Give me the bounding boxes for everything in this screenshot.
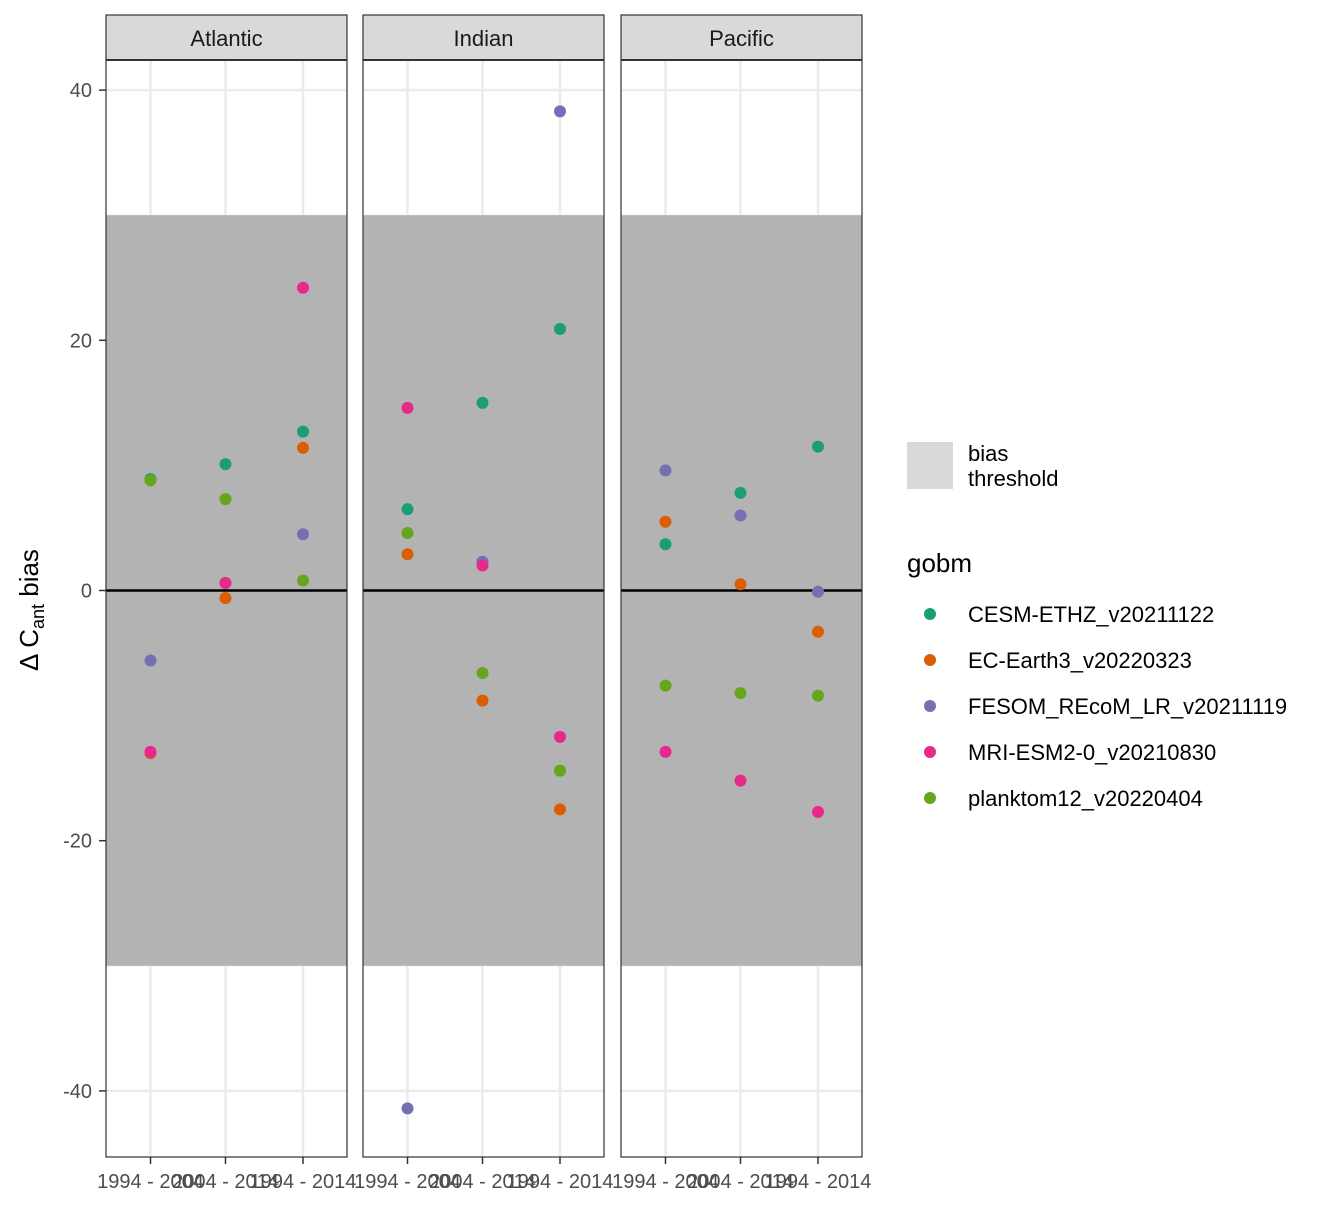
- data-point-mri-esm2-0-v20210830: [297, 281, 309, 294]
- data-point-fesom-recom-lr-v20211119: [659, 464, 672, 477]
- legend-label-bias-threshold-line2: threshold: [968, 466, 1059, 491]
- data-point-fesom-recom-lr-v20211119: [554, 105, 566, 118]
- data-point-cesm-ethz-v20211122: [401, 503, 414, 516]
- facet-strip-label: Indian: [454, 26, 514, 51]
- data-point-mri-esm2-0-v20210830: [476, 559, 489, 572]
- y-axis-title-suffix: bias: [14, 549, 44, 604]
- y-tick-label: 20: [70, 330, 92, 352]
- data-point-cesm-ethz-v20211122: [297, 425, 309, 438]
- data-point-ec-earth3-v20220323: [734, 578, 747, 591]
- facet-strip-label: Pacific: [709, 26, 774, 51]
- data-points: [144, 281, 309, 760]
- data-point-cesm-ethz-v20211122: [554, 323, 566, 336]
- data-point-ec-earth3-v20220323: [476, 694, 489, 707]
- data-point-cesm-ethz-v20211122: [734, 486, 747, 499]
- data-point-fesom-recom-lr-v20211119: [144, 654, 157, 667]
- data-point-planktom12-v20220404: [554, 764, 566, 777]
- y-tick-label: -40: [63, 1081, 92, 1103]
- data-points: [401, 105, 566, 1115]
- data-point-cesm-ethz-v20211122: [219, 458, 232, 471]
- data-point-planktom12-v20220404: [144, 474, 157, 487]
- x-tick-label: 1994 - 2004: [612, 1171, 719, 1193]
- y-tick-label: 40: [70, 80, 92, 102]
- data-point-mri-esm2-0-v20210830: [554, 730, 566, 743]
- data-point-cesm-ethz-v20211122: [476, 396, 489, 409]
- legend-key-fesom-recom-lr-v20211119: [924, 700, 936, 712]
- y-axis-title: Δ Cant bias: [14, 549, 48, 671]
- data-point-mri-esm2-0-v20210830: [401, 401, 414, 414]
- x-tick-label: 1994 - 2004: [354, 1171, 461, 1193]
- data-point-planktom12-v20220404: [476, 667, 489, 680]
- y-axis-title-main: Δ C: [14, 629, 44, 671]
- x-tick-label: 1994 - 2014: [765, 1171, 872, 1193]
- data-point-ec-earth3-v20220323: [401, 548, 414, 561]
- x-tick-label: 1994 - 2014: [507, 1171, 614, 1193]
- data-point-ec-earth3-v20220323: [219, 592, 232, 605]
- legend-key-mri-esm2-0-v20210830: [924, 746, 936, 758]
- data-point-fesom-recom-lr-v20211119: [401, 1102, 414, 1115]
- data-point-fesom-recom-lr-v20211119: [812, 585, 824, 598]
- y-axis: -40 -20 0 20 40: [63, 80, 106, 1103]
- data-point-planktom12-v20220404: [659, 679, 672, 692]
- legend-label-bias-threshold-line1: bias: [968, 441, 1008, 466]
- facet-strip: [620, 14, 863, 61]
- legend-label-fesom-recom-lr-v20211119: FESOM_REcoM_LR_v20211119: [968, 694, 1287, 719]
- x-tick-label: 1994 - 2004: [97, 1171, 204, 1193]
- facet-strip-label: Atlantic: [190, 26, 262, 51]
- data-point-planktom12-v20220404: [219, 493, 232, 506]
- data-point-mri-esm2-0-v20210830: [812, 805, 824, 818]
- data-point-mri-esm2-0-v20210830: [659, 745, 672, 758]
- x-tick-label: 1994 - 2014: [250, 1171, 357, 1193]
- legend-title: gobm: [907, 548, 972, 578]
- data-point-ec-earth3-v20220323: [554, 803, 566, 816]
- data-point-mri-esm2-0-v20210830: [219, 576, 232, 589]
- legend-label-mri-esm2-0-v20210830: MRI-ESM2-0_v20210830: [968, 740, 1216, 765]
- data-point-ec-earth3-v20220323: [659, 515, 672, 528]
- data-point-ec-earth3-v20220323: [812, 625, 824, 638]
- data-point-planktom12-v20220404: [297, 574, 309, 587]
- data-point-planktom12-v20220404: [401, 526, 414, 539]
- x-tick-label: 2004 - 2014: [172, 1171, 279, 1193]
- data-point-cesm-ethz-v20211122: [659, 538, 672, 551]
- data-point-ec-earth3-v20220323: [297, 441, 309, 454]
- data-points: [659, 440, 824, 818]
- y-tick-label: 0: [81, 581, 92, 603]
- legend-label-planktom12-v20220404: planktom12_v20220404: [968, 786, 1203, 811]
- legend-key-planktom12-v20220404: [924, 792, 936, 804]
- data-point-fesom-recom-lr-v20211119: [297, 528, 309, 541]
- data-point-mri-esm2-0-v20210830: [144, 745, 157, 758]
- legend-label-cesm-ethz-v20211122: CESM-ETHZ_v20211122: [968, 602, 1214, 627]
- x-tick-label: 2004 - 2014: [687, 1171, 794, 1193]
- x-tick-label: 2004 - 2014: [429, 1171, 536, 1193]
- y-axis-title-subscript: ant: [28, 604, 48, 629]
- legend-key-bias-threshold: [907, 442, 953, 489]
- legend-key-cesm-ethz-v20211122: [924, 608, 936, 620]
- data-point-fesom-recom-lr-v20211119: [734, 509, 747, 522]
- facet-strip: [105, 14, 348, 61]
- data-point-cesm-ethz-v20211122: [812, 440, 824, 453]
- legend-label-ec-earth3-v20220323: EC-Earth3_v20220323: [968, 648, 1192, 673]
- data-point-mri-esm2-0-v20210830: [734, 774, 747, 787]
- data-point-planktom12-v20220404: [734, 687, 747, 700]
- legend-key-ec-earth3-v20220323: [924, 654, 936, 666]
- y-tick-label: -20: [63, 831, 92, 853]
- data-point-planktom12-v20220404: [812, 689, 824, 702]
